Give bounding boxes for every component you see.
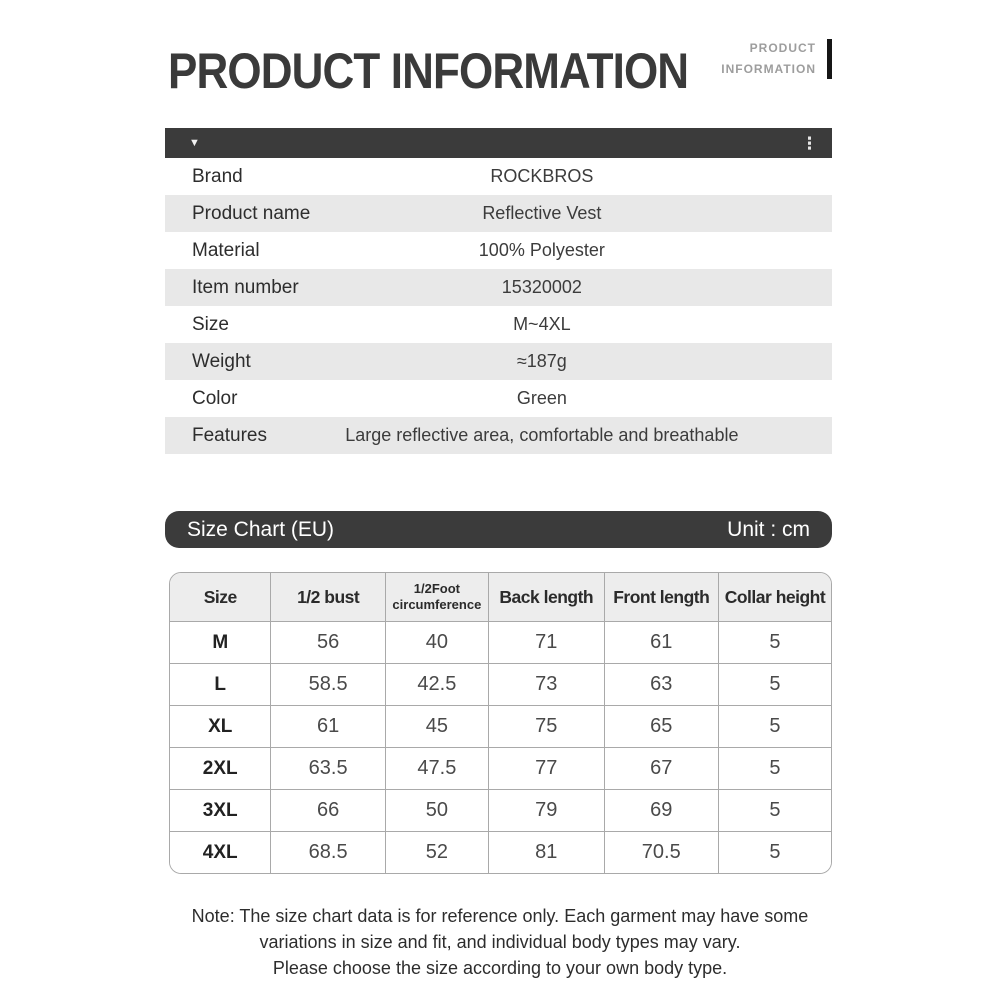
info-row-value: Large reflective area, comfortable and b… (345, 425, 739, 445)
info-row: Brand ROCKBROS (165, 158, 832, 195)
footer-note: Note: The size chart data is for referen… (0, 903, 1000, 981)
size-value-cell: 81 (487, 831, 604, 873)
size-value-cell: 61 (603, 621, 718, 663)
size-value-cell: 50 (384, 789, 488, 831)
size-name-cell: M (170, 621, 271, 663)
info-row-label: Color (192, 387, 238, 409)
info-row-label: Features (192, 424, 267, 446)
size-value-cell: 52 (384, 831, 488, 873)
info-row-label: Item number (192, 276, 299, 298)
info-row-value: ROCKBROS (490, 166, 594, 186)
size-value-cell: 67 (603, 747, 718, 789)
size-value-cell: 61 (270, 705, 385, 747)
size-value-cell: 69 (603, 789, 718, 831)
size-value-cell: 70.5 (603, 831, 718, 873)
size-value-cell: 5 (717, 789, 831, 831)
size-row: 2XL 63.5 47.5 77 67 5 (170, 747, 831, 789)
size-value-cell: 5 (717, 663, 831, 705)
size-row: M 56 40 71 61 5 (170, 621, 831, 663)
size-value-cell: 73 (487, 663, 604, 705)
size-chart-unit: Unit : cm (727, 517, 810, 541)
note-line1: Note: The size chart data is for referen… (191, 906, 809, 926)
info-row-label: Brand (192, 165, 243, 187)
product-info-rows: Brand ROCKBROS Product name Reflective Vest… (165, 158, 832, 454)
size-chart-title: Size Chart (EU) (187, 517, 335, 541)
size-col-header: 1/2Foot circumference (384, 573, 488, 621)
size-name-cell: L (170, 663, 271, 705)
size-value-cell: 63.5 (270, 747, 385, 789)
info-row-value: 100% Polyester (478, 240, 605, 260)
mini-title: PRODUCT INFORMATION (721, 38, 816, 80)
info-row-label: Weight (192, 350, 251, 372)
size-col-header: Collar height (717, 573, 831, 621)
kebab-menu-icon[interactable]: ⋮ (801, 133, 818, 153)
size-name-cell: 3XL (170, 789, 271, 831)
note-line2: variations in size and fit, and individu… (259, 932, 741, 953)
product-info-table: ▼ ⋮ Brand ROCKBROS Product name Reflective … (165, 128, 832, 454)
info-row-value: M~4XL (513, 314, 571, 334)
size-value-cell: 5 (717, 831, 831, 873)
size-value-cell: 79 (487, 789, 604, 831)
info-row: Material 100% Polyester (165, 232, 832, 269)
mini-title-line1: PRODUCT (749, 41, 816, 55)
size-value-cell: 56 (270, 621, 385, 663)
size-value-cell: 58.5 (270, 663, 385, 705)
size-col-header: 1/2 bust (270, 573, 385, 621)
info-row: Item number 15320002 (165, 269, 832, 306)
info-row: Size M~4XL (165, 306, 832, 343)
note-line3: Please choose the size according to your… (272, 958, 728, 979)
size-row: XL 61 45 75 65 5 (170, 705, 831, 747)
size-value-cell: 77 (487, 747, 604, 789)
size-value-cell: 65 (603, 705, 718, 747)
info-row-value: 15320002 (501, 277, 582, 297)
info-row-value: Green (516, 388, 567, 408)
info-row-label: Material (192, 239, 260, 261)
size-value-cell: 5 (717, 705, 831, 747)
size-chart-header-row: Size 1/2 bust 1/2Foot circumference Back le… (170, 573, 831, 621)
info-row: Weight ≈187g (165, 343, 832, 380)
page-title: PRODUCT INFORMATION (168, 43, 689, 99)
size-chart-table: Size 1/2 bust 1/2Foot circumference Back le… (169, 572, 832, 874)
size-value-cell: 71 (487, 621, 604, 663)
size-col-header: Size (170, 573, 271, 621)
info-row-value: ≈187g (516, 351, 567, 371)
info-row: Features Large reflective area, comfortab… (165, 417, 832, 454)
size-value-cell: 68.5 (270, 831, 385, 873)
size-value-cell: 45 (384, 705, 488, 747)
size-chart-body: M 56 40 71 61 5 L 58.5 42.5 73 63 5 XL 61 45 75 65 5 2XL 63… (170, 621, 831, 873)
info-row-value: Reflective Vest (482, 203, 602, 223)
vertical-bar-decoration (827, 39, 832, 79)
size-chart-table-wrap: Size 1/2 bust 1/2Foot circumference Back le… (169, 572, 832, 874)
size-value-cell: 75 (487, 705, 604, 747)
size-col-header: Front length (603, 573, 718, 621)
info-row: Product name Reflective Vest (165, 195, 832, 232)
size-value-cell: 63 (603, 663, 718, 705)
mini-title-line2: INFORMATION (721, 62, 816, 76)
size-value-cell: 47.5 (384, 747, 488, 789)
size-row: 3XL 66 50 79 69 5 (170, 789, 831, 831)
info-row-label: Size (192, 313, 229, 335)
info-row: Color Green (165, 380, 832, 417)
size-value-cell: 66 (270, 789, 385, 831)
size-value-cell: 40 (384, 621, 488, 663)
size-name-cell: XL (170, 705, 271, 747)
size-value-cell: 5 (717, 747, 831, 789)
header-right-block: PRODUCT INFORMATION (721, 38, 832, 80)
size-value-cell: 5 (717, 621, 831, 663)
size-row: 4XL 68.5 52 81 70.5 5 (170, 831, 831, 873)
size-col-header: Back length (487, 573, 604, 621)
info-row-label: Product name (192, 202, 311, 224)
size-name-cell: 2XL (170, 747, 271, 789)
size-chart-header-bar: Size Chart (EU) Unit : cm (165, 511, 832, 548)
size-name-cell: 4XL (170, 831, 271, 873)
caret-down-icon[interactable]: ▼ (189, 136, 200, 149)
size-row: L 58.5 42.5 73 63 5 (170, 663, 831, 705)
size-value-cell: 42.5 (384, 663, 488, 705)
product-info-topbar: ▼ ⋮ (165, 128, 832, 158)
